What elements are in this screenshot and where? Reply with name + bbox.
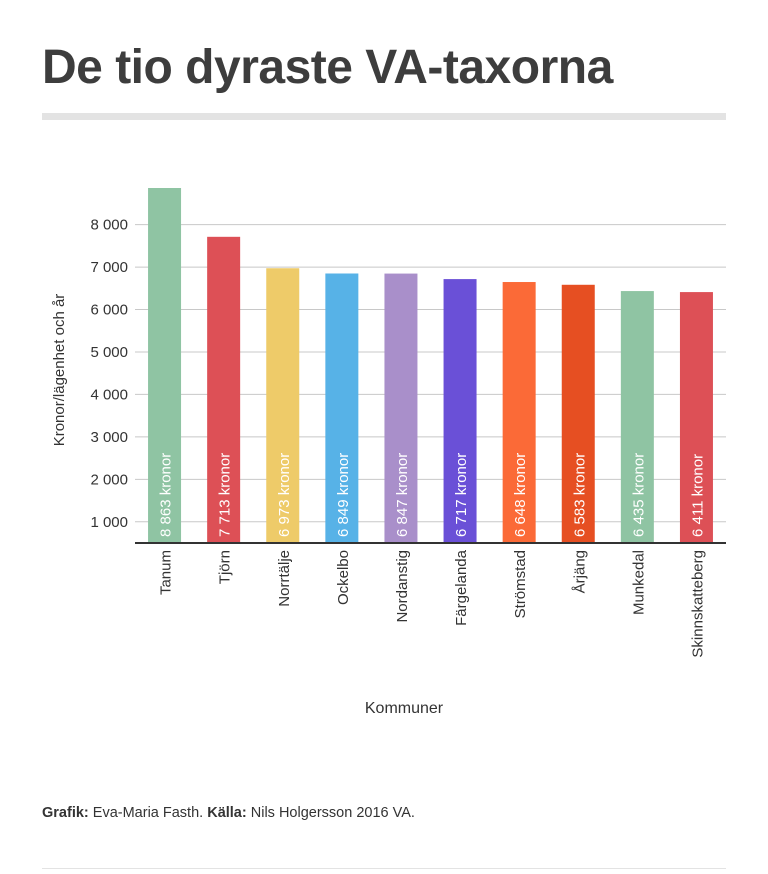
- y-tick-label: 6 000: [90, 302, 128, 319]
- page-title: De tio dyraste VA-taxorna: [42, 41, 613, 94]
- bar-nordanstig: [384, 273, 418, 543]
- bar-data-label: 7 713 kronor: [217, 453, 234, 537]
- bar-data-label: 6 847 kronor: [394, 453, 411, 537]
- source-name: Nils Holgersson 2016 VA.: [250, 805, 415, 821]
- footer-credits: Grafik: Eva-Maria Fasth. Källa: Nils Hol…: [42, 805, 415, 821]
- bar-data-label: 6 648 kronor: [512, 453, 529, 537]
- bar-munkedal: [620, 291, 654, 543]
- y-axis-label: Kronor/lägenhet och år: [51, 294, 68, 447]
- x-tick-label: Strömstad: [512, 550, 529, 618]
- footer-divider: [42, 868, 726, 869]
- bar-data-label: 6 411 kronor: [689, 454, 706, 537]
- y-axis-ticks: 1 000 2 000 3 000 4 000 5 000 6 000 7 000 8 000: [90, 217, 128, 531]
- credit-name: Eva-Maria Fasth.: [92, 805, 204, 821]
- bar-ockelbo: [325, 273, 359, 543]
- x-tick-label: Färgelanda: [453, 549, 470, 626]
- x-tick-label: Munkedal: [630, 550, 647, 615]
- y-tick-label: 7 000: [90, 259, 128, 276]
- bars: 8 863 kronor 7 713 kronor 6 973 kronor 6 84…: [148, 188, 713, 543]
- x-tick-label: Årjäng: [571, 550, 588, 593]
- x-tick-label: Ockelbo: [335, 550, 352, 605]
- bar-skinnskatteberg: [679, 292, 713, 543]
- bar-data-label: 6 849 kronor: [335, 453, 352, 537]
- y-tick-label: 4 000: [90, 386, 128, 403]
- y-tick-label: 3 000: [90, 429, 128, 446]
- x-tick-label: Nordanstig: [394, 550, 411, 623]
- bar-chart: 1 000 2 000 3 000 4 000 5 000 6 000 7 000 8 000…: [51, 188, 726, 717]
- y-tick-label: 5 000: [90, 344, 128, 361]
- bar-norrtälje: [266, 268, 300, 543]
- bar-tjörn: [207, 236, 241, 543]
- x-axis-label: Kommuner: [365, 700, 444, 717]
- bar-färgelanda: [443, 279, 477, 543]
- credit-label: Grafik:: [42, 805, 89, 821]
- bar-data-label: 6 717 kronor: [453, 453, 470, 537]
- title-divider: [42, 113, 726, 120]
- x-tick-label: Norrtälje: [276, 550, 293, 607]
- x-tick-label: Tanum: [158, 550, 175, 595]
- x-tick-label: Skinnskatteberg: [689, 550, 706, 658]
- bar-data-label: 8 863 kronor: [158, 453, 175, 537]
- bar-strömstad: [502, 282, 536, 543]
- bar-årjäng: [561, 284, 595, 543]
- y-tick-label: 8 000: [90, 217, 128, 234]
- source-label: Källa:: [207, 805, 247, 821]
- x-axis-ticks: Tanum Tjörn Norrtälje Ockelbo Nordanstig Färg…: [158, 549, 707, 657]
- y-tick-label: 1 000: [90, 514, 128, 531]
- y-tick-label: 2 000: [90, 471, 128, 488]
- x-tick-label: Tjörn: [217, 550, 234, 584]
- bar-tanum: [148, 188, 182, 543]
- bar-data-label: 6 973 kronor: [276, 453, 293, 537]
- bar-data-label: 6 435 kronor: [630, 453, 647, 537]
- bar-data-label: 6 583 kronor: [571, 453, 588, 537]
